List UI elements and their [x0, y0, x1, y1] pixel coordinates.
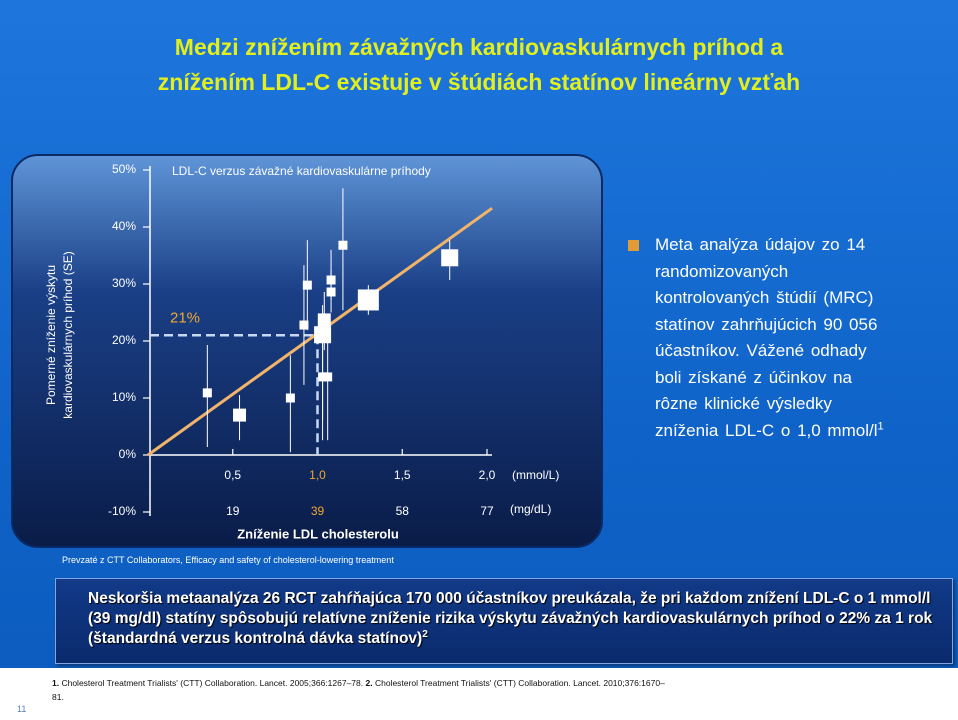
x-tick-label: 2,0 [479, 468, 496, 482]
footnote-text: Cholesterol Treatment Trialists' (CTT) C… [61, 678, 364, 688]
chart-title: LDL-C verzus závažné kardiovaskulárne pr… [172, 164, 431, 178]
x2-tick-label: 19 [226, 504, 240, 518]
x2-tick-label: 77 [480, 504, 494, 518]
point [323, 372, 333, 382]
point [302, 280, 312, 290]
page-number: 11 [17, 704, 27, 714]
y-tick-label: 0% [119, 447, 137, 461]
reference-mark: 2 [422, 628, 428, 640]
title-line: Medzi znížením závažných kardiovaskulárn… [174, 34, 784, 60]
point [318, 372, 328, 382]
bullet: Meta analýza údajov zo 14 randomizovanýc… [628, 232, 893, 444]
y-axis-label: Pomerné zníženie výskytu [44, 265, 58, 405]
x-tick-label: 1,0 [309, 468, 326, 482]
point [285, 393, 295, 403]
y-tick-label: 40% [112, 219, 136, 233]
x2-tick-label: 39 [311, 504, 325, 518]
point [338, 240, 348, 250]
reference-mark: 1 [877, 419, 884, 432]
point [326, 287, 336, 297]
point [441, 249, 459, 267]
bullet-body: Meta analýza údajov zo 14 randomizovanýc… [655, 235, 878, 440]
point [202, 388, 212, 398]
point [317, 313, 331, 327]
footnote-number: 2. [365, 678, 373, 688]
title-line: znížením LDL-C existuje v štúdiách statí… [157, 69, 801, 95]
y-tick-label: 30% [112, 276, 136, 290]
y-axis-label: kardiovaskulárnych príhod (SE) [61, 251, 75, 418]
slide-title: Medzi znížením závažných kardiovaskulárn… [0, 30, 958, 100]
x-tick-label: 1,5 [394, 468, 411, 482]
footnote-number: 1. [52, 678, 60, 688]
highlight-box: Neskoršia metaanalýza 26 RCT zahŕňajúca … [55, 578, 953, 664]
point [233, 408, 247, 422]
y-tick-label: -10% [108, 504, 136, 518]
reference-label: 21% [170, 309, 200, 326]
chart: LDL-C verzus závažné kardiovaskulárne pr… [11, 154, 603, 548]
x-unit: (mmol/L) [512, 468, 559, 482]
point [357, 289, 379, 311]
y-tick-label: 50% [112, 162, 136, 176]
x-axis-label: Zníženie LDL cholesterolu [237, 526, 399, 541]
bullet-marker [628, 240, 639, 251]
footnotes: 1. Cholesterol Treatment Trialists' (CTT… [52, 676, 672, 704]
box-body: Neskoršia metaanalýza 26 RCT zahŕňajúca … [88, 590, 933, 647]
footer [0, 668, 958, 720]
point [299, 320, 309, 330]
bullet-text: Meta analýza údajov zo 14 randomizovanýc… [655, 232, 893, 444]
box-text: Neskoršia metaanalýza 26 RCT zahŕňajúca … [88, 589, 948, 649]
y-tick-label: 10% [112, 390, 136, 404]
x2-tick-label: 58 [396, 504, 410, 518]
x-tick-label: 0,5 [224, 468, 241, 482]
source-note: Prevzaté z CTT Collaborators, Efficacy a… [62, 555, 394, 565]
x2-unit: (mg/dL) [510, 502, 551, 516]
y-tick-label: 20% [112, 333, 136, 347]
chart-panel [11, 154, 603, 548]
footnote-text: Cholesterol Treatment Trialists' (CTT) C… [52, 678, 665, 702]
